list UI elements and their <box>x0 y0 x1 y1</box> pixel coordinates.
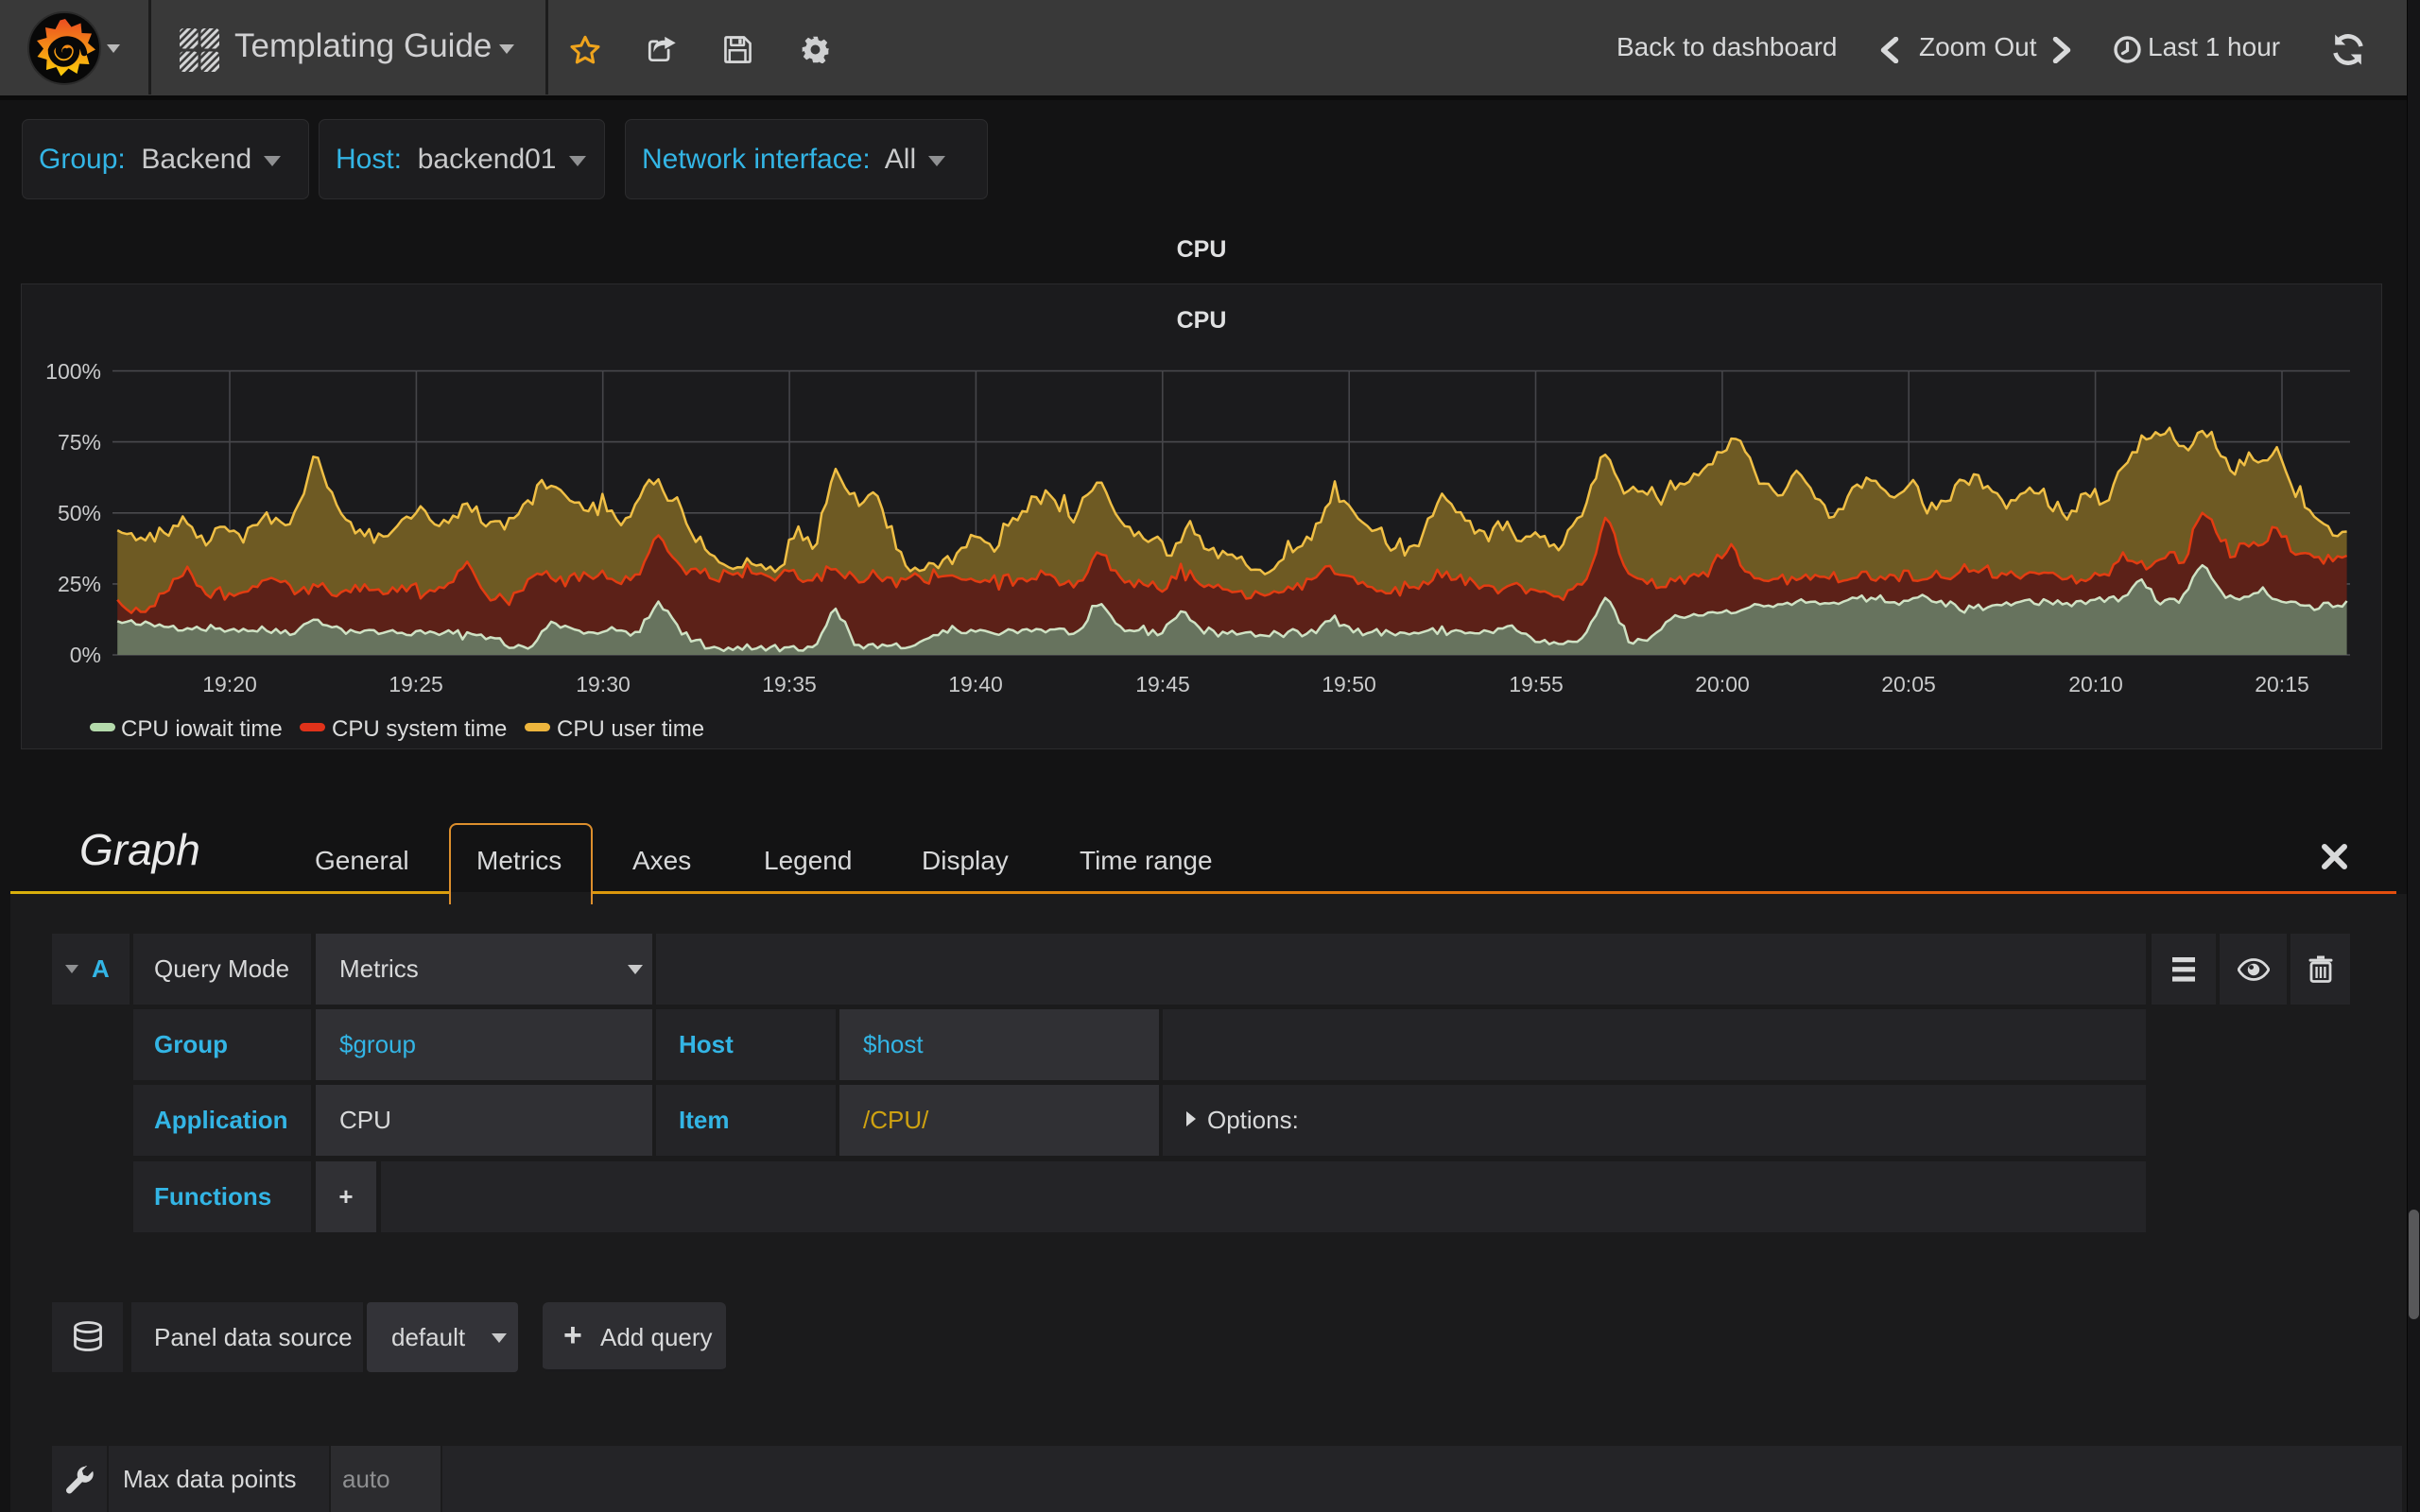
svg-text:20:00: 20:00 <box>1695 672 1750 696</box>
svg-text:19:25: 19:25 <box>389 672 443 696</box>
svg-text:19:35: 19:35 <box>762 672 817 696</box>
svg-text:20:05: 20:05 <box>1881 672 1936 696</box>
svg-text:25%: 25% <box>58 572 101 596</box>
svg-text:20:15: 20:15 <box>2255 672 2309 696</box>
svg-text:20:10: 20:10 <box>2068 672 2123 696</box>
svg-text:100%: 100% <box>45 359 101 384</box>
svg-text:19:55: 19:55 <box>1509 672 1564 696</box>
svg-text:CPU user time: CPU user time <box>557 716 704 742</box>
svg-text:0%: 0% <box>70 643 101 667</box>
svg-text:CPU iowait time: CPU iowait time <box>121 716 283 742</box>
svg-text:19:20: 19:20 <box>202 672 257 696</box>
svg-text:19:45: 19:45 <box>1135 672 1190 696</box>
svg-text:19:40: 19:40 <box>948 672 1003 696</box>
svg-text:CPU system time: CPU system time <box>332 716 507 742</box>
svg-text:19:50: 19:50 <box>1322 672 1376 696</box>
svg-text:50%: 50% <box>58 501 101 525</box>
svg-text:19:30: 19:30 <box>576 672 631 696</box>
svg-text:75%: 75% <box>58 430 101 455</box>
